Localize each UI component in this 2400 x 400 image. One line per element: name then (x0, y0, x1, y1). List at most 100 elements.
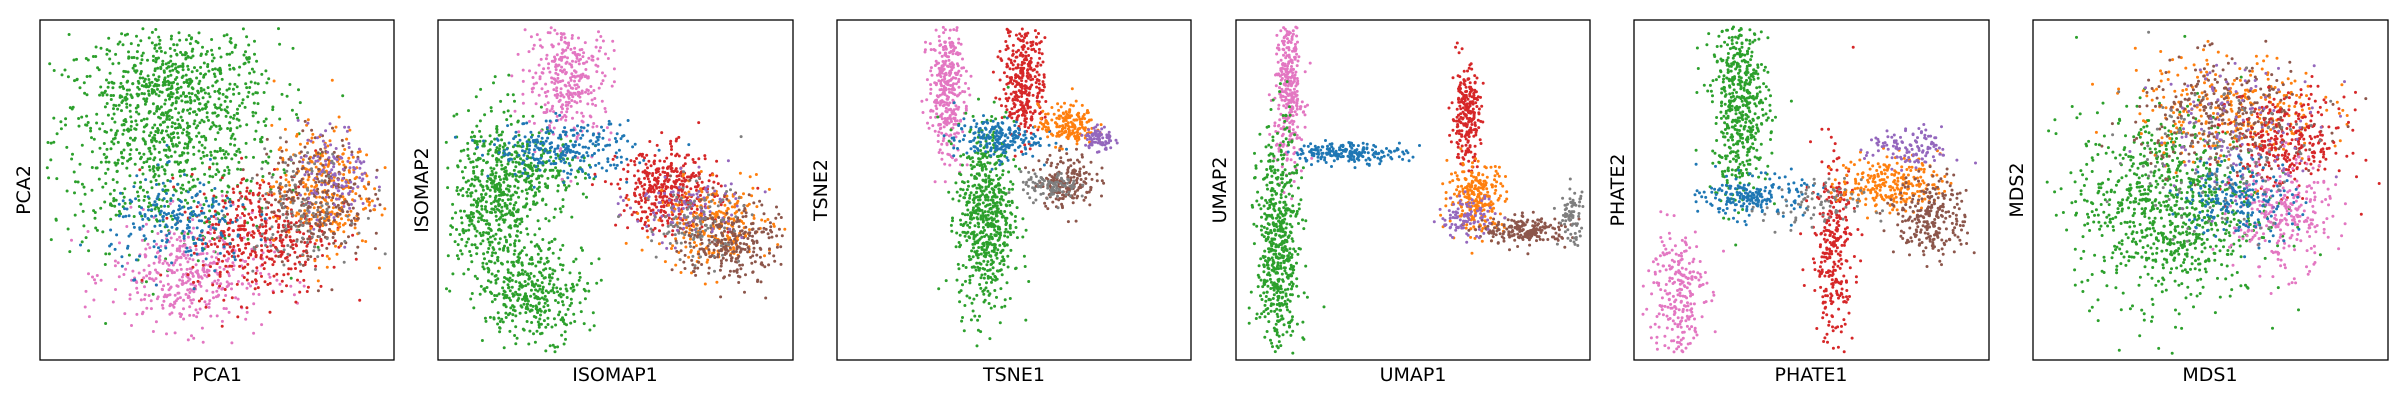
pca1-point (262, 91, 266, 94)
pca1-point (79, 243, 82, 247)
isomap1-point (491, 179, 495, 183)
pca1-point (306, 285, 310, 289)
pca1-point (182, 317, 186, 321)
pca1-point (152, 203, 155, 207)
pca1-point (71, 152, 74, 156)
pca1-point (89, 129, 93, 133)
isomap1-point (542, 305, 546, 309)
isomap1-point (695, 207, 699, 211)
isomap1-point (514, 201, 518, 205)
isomap1-point (479, 242, 483, 246)
pca1-point (163, 169, 167, 173)
pca1-point (258, 183, 262, 187)
pca1-point (280, 244, 284, 248)
pca1-point (144, 178, 148, 182)
pca1-point (201, 107, 205, 111)
isomap1-point (658, 185, 661, 189)
pca1-point (245, 286, 249, 290)
pca1-point (143, 213, 147, 216)
pca1-point (338, 212, 342, 216)
pca1-point (125, 225, 129, 228)
pca1-point (281, 213, 285, 216)
isomap1-point (567, 81, 571, 85)
pca1-point (299, 156, 303, 159)
isomap1-point (501, 320, 505, 324)
pca1-point (177, 65, 180, 69)
pca1-point (179, 267, 183, 271)
isomap1-point (529, 135, 533, 139)
isomap1-point (469, 297, 473, 301)
pca1-point (121, 199, 125, 203)
isomap1-point (601, 39, 605, 43)
isomap1-point (557, 136, 561, 140)
isomap1-point (526, 232, 530, 236)
pca1-point (170, 64, 174, 68)
pca1-point (192, 313, 196, 317)
pca1-point (301, 160, 305, 164)
isomap1-point (506, 268, 510, 272)
isomap1-point (505, 147, 509, 151)
isomap1-point (481, 261, 485, 265)
pca1-point (215, 314, 219, 318)
isomap1-point (534, 157, 538, 161)
pca1-point (134, 197, 138, 201)
pca1-point (150, 230, 154, 233)
pca1-point (243, 221, 247, 225)
isomap1-point (544, 325, 548, 329)
pca1-point (261, 160, 265, 164)
pca1-point (121, 162, 124, 165)
isomap1-point (575, 283, 579, 287)
pca1-point (313, 176, 317, 180)
pca1-point (327, 171, 331, 174)
pca1-point (129, 205, 133, 209)
isomap1-point (513, 249, 517, 253)
pca1-point (192, 280, 195, 284)
isomap1-point (480, 204, 484, 208)
isomap1-point (559, 248, 562, 252)
isomap1-point (498, 187, 502, 191)
pca1-point (192, 251, 196, 255)
pca1-point (71, 105, 75, 109)
isomap1-point (561, 69, 565, 73)
pca1-point (166, 155, 169, 159)
pca1-point (336, 222, 340, 226)
isomap1-point (516, 293, 520, 297)
isomap1-point (561, 130, 565, 134)
pca1-point (85, 123, 89, 127)
pca1-point (182, 81, 186, 84)
isomap1-point (570, 34, 574, 37)
pca1-point (182, 169, 186, 173)
isomap1-point (561, 300, 564, 304)
pca1-point (262, 267, 266, 271)
pca1-point (268, 310, 272, 314)
pca1-point (183, 142, 187, 146)
isomap1-point (514, 165, 518, 169)
pca1-point (218, 284, 222, 288)
isomap1-point (547, 159, 551, 163)
pca1-point (353, 226, 357, 230)
pca1-point (152, 261, 156, 265)
isomap1-point (496, 322, 500, 326)
pca1-point (129, 115, 133, 119)
pca1-point (362, 185, 366, 189)
pca1-point (167, 65, 170, 69)
pca1-point (267, 201, 271, 205)
pca1-point (302, 249, 306, 253)
pca1-point (257, 293, 261, 296)
pca1-point (260, 72, 264, 76)
pca1-point (377, 266, 381, 270)
isomap1-point (565, 110, 569, 114)
isomap1-point (565, 296, 569, 299)
isomap1-point (574, 175, 578, 179)
pca1-point (138, 151, 141, 155)
isomap1-point (500, 138, 504, 142)
pca1-point (277, 27, 280, 31)
pca1-point (157, 182, 161, 186)
pca1-point (64, 117, 68, 121)
pca1-point (272, 260, 276, 264)
isomap1-point (457, 257, 460, 261)
isomap1-point (555, 53, 559, 57)
isomap1-point (532, 285, 536, 288)
pca1-point (243, 61, 247, 65)
pca1-point (268, 190, 272, 194)
